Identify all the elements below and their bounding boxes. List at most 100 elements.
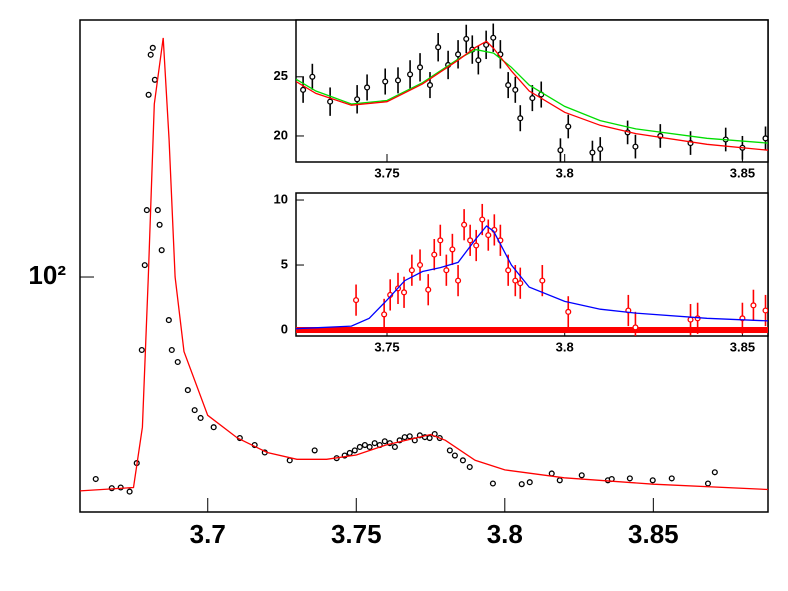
data-point — [145, 91, 152, 98]
data-point — [165, 317, 172, 324]
data-point — [416, 64, 424, 71]
x-tick-label: 3.8 — [556, 339, 574, 354]
data-point — [589, 149, 596, 156]
data-point — [443, 267, 450, 274]
data-point — [174, 358, 181, 366]
x-tick-label: 3.75 — [374, 339, 399, 354]
data-point — [597, 145, 604, 153]
x-tick-label: 3.8 — [556, 165, 574, 180]
data-point — [466, 463, 473, 471]
data-point — [668, 475, 675, 482]
data-point — [455, 277, 462, 284]
data-point — [435, 44, 442, 51]
data-point — [364, 84, 371, 91]
data-point — [548, 470, 555, 477]
data-point — [147, 51, 154, 58]
data-point — [197, 414, 204, 422]
fit-curve — [80, 37, 768, 492]
data-point — [143, 207, 150, 214]
data-point — [353, 297, 360, 304]
data-point — [565, 308, 572, 315]
y-tick-label: 20 — [274, 127, 288, 142]
data-point — [455, 51, 462, 58]
plot-area — [296, 203, 768, 336]
data-point — [557, 147, 564, 154]
data-point — [512, 277, 519, 284]
data-point — [437, 237, 444, 244]
data-point — [479, 216, 486, 223]
y-tick-label: 5 — [281, 256, 288, 271]
data-point — [141, 262, 148, 269]
data-point — [426, 434, 433, 442]
data-point — [632, 143, 639, 150]
data-point — [451, 452, 458, 459]
data-point — [490, 34, 497, 41]
data-point — [463, 35, 470, 42]
data-point — [556, 477, 563, 484]
data-point — [381, 311, 388, 318]
data-point — [578, 472, 585, 479]
x-tick-label: 3.7 — [190, 519, 226, 549]
data-point — [366, 443, 373, 451]
data-point — [346, 449, 353, 457]
plot-area — [296, 23, 768, 162]
data-point — [400, 289, 408, 296]
data-point — [361, 441, 368, 449]
data-point — [92, 475, 99, 483]
data-point — [517, 280, 524, 287]
data-point — [311, 447, 318, 454]
data-point — [382, 78, 389, 85]
data-point — [449, 246, 456, 253]
data-point — [649, 477, 656, 484]
data-point — [407, 71, 414, 78]
data-point — [526, 479, 533, 486]
x-tick-label: 3.85 — [730, 165, 755, 180]
x-tick-label: 3.85 — [628, 519, 679, 549]
data-point — [168, 346, 175, 354]
data-point — [517, 115, 524, 122]
data-point — [626, 475, 633, 482]
data-point — [529, 95, 536, 102]
data-point — [505, 267, 512, 274]
data-point — [300, 86, 307, 93]
panel: 3.75 3.8 3.85 0 5 10 — [274, 191, 769, 354]
data-point — [117, 484, 124, 491]
data-point — [505, 82, 512, 89]
data-point — [154, 207, 161, 214]
data-point — [354, 96, 361, 103]
y-tick-label: 10² — [28, 260, 66, 290]
data-point — [184, 387, 191, 394]
data-point — [431, 251, 438, 258]
y-tick-label: 25 — [274, 68, 288, 83]
data-point — [512, 86, 519, 93]
y-tick-label: 0 — [281, 321, 288, 336]
data-point — [426, 82, 434, 89]
fit-curve — [296, 225, 768, 330]
data-point — [762, 135, 768, 142]
data-point — [711, 469, 718, 476]
data-point — [381, 438, 388, 445]
data-point — [565, 123, 572, 130]
data-point — [351, 447, 358, 454]
data-point — [158, 247, 165, 254]
data-point — [467, 237, 474, 244]
data-point — [539, 277, 546, 284]
data-point — [408, 267, 415, 274]
data-point — [391, 443, 398, 451]
x-tick-label: 3.75 — [374, 165, 399, 180]
panel: 3.75 3.8 3.85 20 25 — [274, 19, 769, 180]
fit-curve — [296, 48, 768, 144]
data-point — [327, 98, 334, 105]
data-point — [762, 307, 768, 314]
fit-curve — [296, 40, 768, 151]
data-point — [425, 286, 432, 293]
data-point — [156, 221, 163, 228]
data-point — [475, 57, 482, 64]
data-point — [191, 407, 198, 414]
data-point — [446, 447, 453, 454]
data-point — [632, 324, 639, 331]
data-point — [485, 232, 492, 239]
data-point — [126, 488, 133, 495]
